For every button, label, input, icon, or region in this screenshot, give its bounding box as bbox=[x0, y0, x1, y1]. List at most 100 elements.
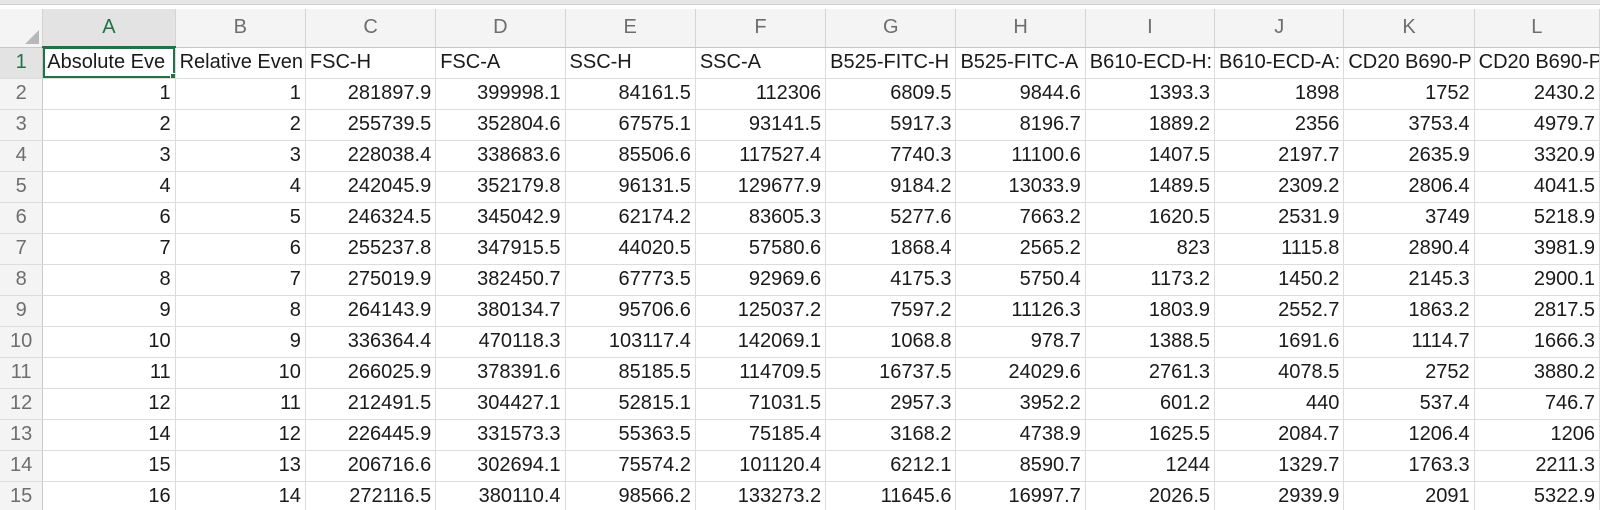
data-cell[interactable]: 11100.6 bbox=[955, 140, 1086, 172]
data-cell[interactable]: 2806.4 bbox=[1343, 171, 1475, 203]
column-header-h[interactable]: H bbox=[955, 9, 1086, 48]
data-cell[interactable]: 212491.5 bbox=[305, 388, 437, 420]
data-cell[interactable]: 601.2 bbox=[1085, 388, 1216, 420]
data-cell[interactable]: 272116.5 bbox=[305, 481, 437, 510]
row-header[interactable]: 14 bbox=[0, 450, 44, 482]
data-cell[interactable]: 399998.1 bbox=[435, 78, 566, 110]
row-header[interactable]: 5 bbox=[0, 171, 44, 203]
data-cell[interactable]: 6212.1 bbox=[825, 450, 957, 482]
data-cell[interactable]: 5218.9 bbox=[1474, 202, 1600, 234]
data-cell[interactable]: 1 bbox=[42, 78, 176, 110]
data-cell[interactable]: 1244 bbox=[1085, 450, 1216, 482]
data-cell[interactable]: 13033.9 bbox=[955, 171, 1086, 203]
data-cell[interactable]: 12 bbox=[175, 419, 306, 451]
data-cell[interactable]: 7 bbox=[175, 264, 306, 296]
data-cell[interactable]: 1115.8 bbox=[1214, 233, 1345, 265]
column-header-b[interactable]: B bbox=[175, 9, 306, 48]
data-cell[interactable]: 264143.9 bbox=[305, 295, 437, 327]
data-cell[interactable]: 11645.6 bbox=[825, 481, 957, 510]
data-cell[interactable]: 3749 bbox=[1343, 202, 1475, 234]
row-header[interactable]: 6 bbox=[0, 202, 44, 234]
data-cell[interactable]: 2309.2 bbox=[1214, 171, 1345, 203]
data-cell[interactable]: 2430.2 bbox=[1474, 78, 1600, 110]
data-cell[interactable]: 2197.7 bbox=[1214, 140, 1345, 172]
data-cell[interactable]: 2 bbox=[175, 109, 306, 141]
data-cell[interactable]: 2761.3 bbox=[1085, 357, 1216, 389]
data-cell[interactable]: 98566.2 bbox=[565, 481, 696, 510]
data-cell[interactable]: 6 bbox=[175, 233, 306, 265]
data-cell[interactable]: 14 bbox=[175, 481, 306, 510]
data-cell[interactable]: 5 bbox=[175, 202, 306, 234]
data-cell[interactable]: 4738.9 bbox=[955, 419, 1086, 451]
data-cell[interactable]: 2817.5 bbox=[1474, 295, 1600, 327]
data-cell[interactable]: 3 bbox=[175, 140, 306, 172]
data-cell[interactable]: 24029.6 bbox=[955, 357, 1086, 389]
data-cell[interactable]: 10 bbox=[175, 357, 306, 389]
data-cell[interactable]: 206716.6 bbox=[305, 450, 437, 482]
data-cell[interactable]: 5277.6 bbox=[825, 202, 957, 234]
data-cell[interactable]: 11126.3 bbox=[955, 295, 1086, 327]
data-cell[interactable]: 133273.2 bbox=[695, 481, 827, 510]
column-header-k[interactable]: K bbox=[1343, 9, 1475, 48]
data-cell[interactable]: 2 bbox=[42, 109, 176, 141]
header-cell[interactable]: B525-FITC-A bbox=[955, 47, 1086, 79]
header-cell[interactable]: SSC-A bbox=[695, 47, 827, 79]
data-cell[interactable]: 382450.7 bbox=[435, 264, 566, 296]
data-cell[interactable]: 55363.5 bbox=[565, 419, 696, 451]
data-cell[interactable]: 11 bbox=[175, 388, 306, 420]
data-cell[interactable]: 380134.7 bbox=[435, 295, 566, 327]
data-cell[interactable]: 347915.5 bbox=[435, 233, 566, 265]
data-cell[interactable]: 1868.4 bbox=[825, 233, 957, 265]
data-cell[interactable]: 9184.2 bbox=[825, 171, 957, 203]
data-cell[interactable]: 228038.4 bbox=[305, 140, 437, 172]
row-header[interactable]: 8 bbox=[0, 264, 44, 296]
data-cell[interactable]: 3168.2 bbox=[825, 419, 957, 451]
data-cell[interactable]: 2890.4 bbox=[1343, 233, 1475, 265]
column-header-d[interactable]: D bbox=[435, 9, 566, 48]
data-cell[interactable]: 1625.5 bbox=[1085, 419, 1216, 451]
data-cell[interactable]: 1889.2 bbox=[1085, 109, 1216, 141]
data-cell[interactable]: 16 bbox=[42, 481, 176, 510]
row-header[interactable]: 10 bbox=[0, 326, 44, 358]
data-cell[interactable]: 1206 bbox=[1474, 419, 1600, 451]
column-header-l[interactable]: L bbox=[1474, 9, 1600, 48]
data-cell[interactable]: 1068.8 bbox=[825, 326, 957, 358]
data-cell[interactable]: 112306 bbox=[695, 78, 827, 110]
data-cell[interactable]: 1393.3 bbox=[1085, 78, 1216, 110]
data-cell[interactable]: 9844.6 bbox=[955, 78, 1086, 110]
column-header-g[interactable]: G bbox=[825, 9, 957, 48]
data-cell[interactable]: 52815.1 bbox=[565, 388, 696, 420]
data-cell[interactable]: 5750.4 bbox=[955, 264, 1086, 296]
data-cell[interactable]: 4 bbox=[42, 171, 176, 203]
data-cell[interactable]: 281897.9 bbox=[305, 78, 437, 110]
data-cell[interactable]: 103117.4 bbox=[565, 326, 696, 358]
data-cell[interactable]: 142069.1 bbox=[695, 326, 827, 358]
data-cell[interactable]: 470118.3 bbox=[435, 326, 566, 358]
row-header[interactable]: 9 bbox=[0, 295, 44, 327]
data-cell[interactable]: 3320.9 bbox=[1474, 140, 1600, 172]
header-cell[interactable]: FSC-H bbox=[305, 47, 437, 79]
data-cell[interactable]: 85185.5 bbox=[565, 357, 696, 389]
data-cell[interactable]: 1407.5 bbox=[1085, 140, 1216, 172]
row-header[interactable]: 11 bbox=[0, 357, 44, 389]
data-cell[interactable]: 1898 bbox=[1214, 78, 1345, 110]
data-cell[interactable]: 1691.6 bbox=[1214, 326, 1345, 358]
data-cell[interactable]: 11 bbox=[42, 357, 176, 389]
data-cell[interactable]: 2635.9 bbox=[1343, 140, 1475, 172]
data-cell[interactable]: 823 bbox=[1085, 233, 1216, 265]
data-cell[interactable]: 302694.1 bbox=[435, 450, 566, 482]
data-cell[interactable]: 3952.2 bbox=[955, 388, 1086, 420]
data-cell[interactable]: 1 bbox=[175, 78, 306, 110]
data-cell[interactable]: 93141.5 bbox=[695, 109, 827, 141]
header-cell[interactable]: B610-ECD-H: bbox=[1085, 47, 1216, 79]
header-cell[interactable]: B525-FITC-H bbox=[825, 47, 957, 79]
data-cell[interactable]: 3 bbox=[42, 140, 176, 172]
data-cell[interactable]: 125037.2 bbox=[695, 295, 827, 327]
data-cell[interactable]: 266025.9 bbox=[305, 357, 437, 389]
header-cell[interactable]: CD20 B690-P bbox=[1343, 47, 1475, 79]
header-cell[interactable]: CD20 B690-P bbox=[1474, 47, 1600, 79]
data-cell[interactable]: 1803.9 bbox=[1085, 295, 1216, 327]
data-cell[interactable]: 304427.1 bbox=[435, 388, 566, 420]
data-cell[interactable]: 95706.6 bbox=[565, 295, 696, 327]
column-header-a[interactable]: A bbox=[42, 9, 176, 48]
